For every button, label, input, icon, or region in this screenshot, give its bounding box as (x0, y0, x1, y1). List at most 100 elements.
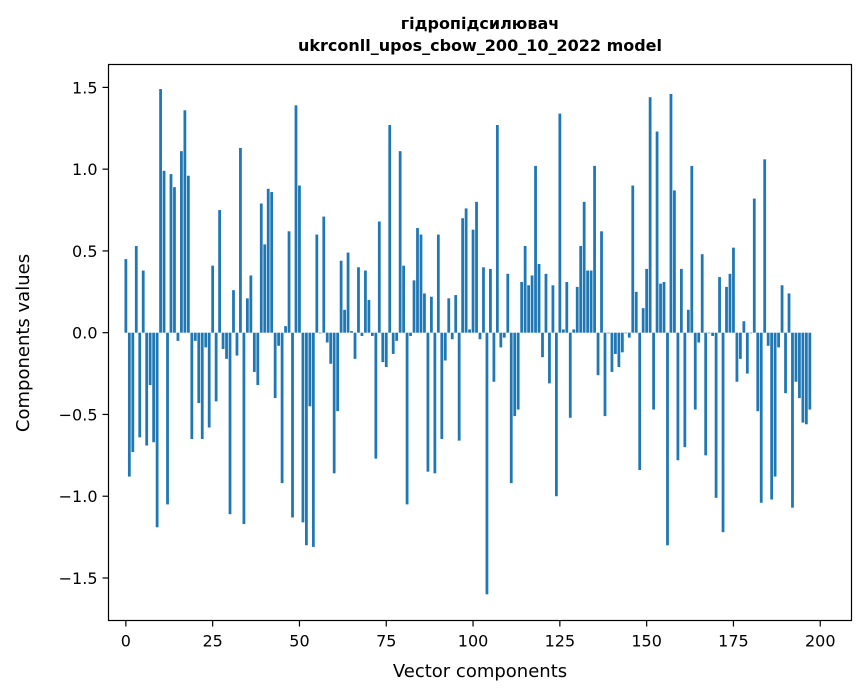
bar-184 (763, 159, 767, 333)
bar-154 (659, 283, 662, 333)
bar-29 (225, 332, 228, 359)
bar-194 (798, 332, 801, 399)
bar-172 (721, 332, 725, 533)
x-tick-label-25: 25 (202, 632, 222, 651)
bar-109 (502, 332, 506, 338)
bar-59 (329, 332, 333, 364)
bar-138 (603, 332, 607, 417)
bar-76 (388, 125, 392, 333)
bar-140 (610, 332, 614, 372)
bar-94 (450, 332, 454, 340)
bar-114 (520, 281, 524, 333)
bar-143 (620, 332, 624, 353)
bar-89 (433, 332, 437, 474)
bar-79 (398, 151, 402, 333)
bar-193 (794, 332, 798, 382)
bar-195 (801, 332, 805, 423)
bar-30 (228, 332, 232, 515)
bar-24 (207, 332, 211, 428)
bar-168 (707, 332, 711, 334)
bar-23 (204, 332, 208, 348)
plot-frame (107, 63, 853, 622)
bar-11 (162, 170, 166, 333)
y-tick-label-2: −0.5 (59, 405, 98, 424)
bar-110 (506, 273, 510, 333)
bar-61 (336, 332, 340, 412)
bar-55 (315, 234, 319, 333)
bar-50 (298, 185, 301, 333)
bar-63 (343, 309, 346, 333)
bar-1 (127, 332, 131, 477)
bar-86 (423, 293, 426, 333)
x-axis-ticks: 0 25 50 75 100 125 150 175 200 (121, 620, 836, 651)
bar-136 (596, 332, 600, 376)
bar-16 (180, 151, 183, 333)
bar-series (124, 89, 812, 595)
bar-186 (770, 332, 774, 500)
bar-45 (280, 332, 284, 484)
bar-155 (662, 281, 666, 333)
bar-40 (263, 244, 267, 333)
bar-98 (464, 208, 468, 333)
bar-97 (461, 218, 465, 333)
bar-182 (756, 332, 760, 412)
bar-10 (159, 89, 162, 333)
bar-47 (287, 231, 291, 333)
bar-112 (513, 332, 517, 417)
bar-44 (277, 332, 281, 346)
bar-175 (732, 247, 735, 333)
bar-135 (593, 165, 596, 333)
bar-103 (482, 267, 485, 333)
bar-42 (270, 192, 274, 333)
bar-9 (155, 332, 159, 528)
y-tick-label-5: 1.0 (72, 160, 97, 179)
bar-66 (353, 332, 357, 359)
bar-17 (183, 110, 187, 333)
bar-20 (193, 332, 197, 341)
bar-129 (572, 329, 576, 333)
bar-173 (725, 286, 728, 333)
bar-107 (495, 125, 499, 333)
bar-167 (704, 332, 708, 456)
bar-54 (311, 332, 315, 547)
x-tick-label-100: 100 (458, 632, 489, 651)
bar-189 (780, 285, 784, 333)
bar-139 (607, 332, 610, 334)
bar-156 (666, 332, 669, 546)
bar-128 (568, 332, 572, 418)
bar-99 (468, 329, 471, 333)
bar-178 (742, 321, 746, 333)
bar-165 (697, 332, 701, 343)
bar-149 (641, 308, 645, 333)
bar-21 (197, 332, 201, 404)
bar-5 (141, 270, 145, 333)
bar-108 (499, 332, 503, 348)
bar-126 (561, 329, 565, 333)
bar-171 (718, 277, 721, 333)
bar-148 (638, 332, 642, 471)
bar-162 (686, 309, 690, 333)
y-tick-label-3: 0.0 (72, 324, 97, 343)
bar-117 (530, 275, 534, 333)
bar-32 (235, 332, 239, 356)
bar-163 (690, 165, 694, 333)
y-axis-label: Components values (13, 254, 34, 432)
bar-52 (305, 332, 308, 546)
bar-28 (221, 332, 225, 350)
bar-83 (412, 280, 416, 333)
bar-188 (777, 332, 780, 348)
bar-158 (673, 190, 676, 333)
bar-77 (391, 332, 395, 354)
bar-70 (367, 299, 371, 333)
bar-133 (586, 270, 590, 333)
bar-132 (582, 201, 586, 333)
bar-49 (294, 105, 298, 333)
bar-187 (773, 332, 777, 477)
bar-51 (301, 332, 305, 523)
bar-73 (377, 221, 381, 333)
x-tick-label-50: 50 (289, 632, 309, 651)
bar-145 (627, 332, 631, 338)
bar-151 (648, 97, 652, 333)
bar-100 (471, 229, 475, 333)
